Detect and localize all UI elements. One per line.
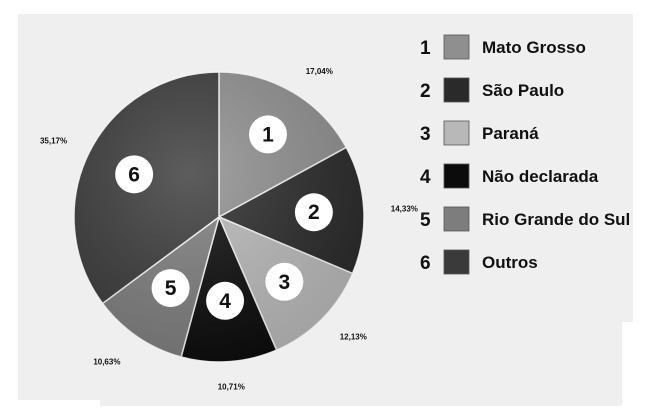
percentage-labels: 17,04% 14,33% 12,13% 10,71% 10,63% 35,17% [40,67,418,392]
percentage-label-4: 10,71% [218,383,245,392]
legend-label: Rio Grande do Sul [482,210,630,229]
legend-swatch [443,34,470,60]
legend-number: 6 [420,253,431,274]
frame-edge-bottom [0,406,647,414]
slice-number-text: 2 [308,201,320,224]
legend: 1 Mato Grosso 2 São Paulo 3 Paraná 4 Não declar… [420,34,630,275]
percentage-label-1: 17,04% [306,67,333,76]
legend-entry-6: 6 Outros [420,249,538,275]
legend-entry-1: 1 Mato Grosso [420,34,586,60]
legend-number: 3 [420,124,431,145]
legend-swatch [443,249,470,275]
percentage-label-2: 14,33% [391,204,418,213]
slice-number-text: 1 [262,123,274,146]
slice-number-6: 6 [115,155,154,194]
frame-edge-top [0,0,647,14]
slice-number-5: 5 [151,269,190,308]
legend-swatch [443,206,470,232]
slice-number-badge [294,193,333,232]
slice-number-badge [151,269,190,308]
legend-entry-5: 5 Rio Grande do Sul [420,206,630,232]
slice-number-badge [206,281,245,320]
slice-number-4: 4 [206,281,245,320]
legend-label: São Paulo [482,81,564,100]
legend-number: 1 [420,38,431,59]
frame-notch-bottom-right [622,322,647,414]
slice-number-1: 1 [248,115,287,154]
legend-number: 4 [420,167,431,188]
percentage-label-5: 10,63% [93,358,120,367]
frame-edge-right [633,0,647,414]
slice-number-text: 4 [219,290,231,313]
slice-number-labels: 1 2 3 4 5 6 [115,115,333,320]
slice-number-text: 5 [165,277,177,300]
slice-number-3: 3 [265,262,304,301]
legend-label: Não declarada [482,167,599,186]
legend-number: 5 [420,210,431,231]
legend-swatch [443,120,470,146]
percentage-label-3: 12,13% [340,333,367,342]
slice-number-badge [115,155,154,194]
percentage-label-6: 35,17% [40,137,67,146]
legend-label: Outros [482,253,538,272]
legend-label: Paraná [482,124,539,143]
legend-number: 2 [420,81,431,102]
legend-entry-3: 3 Paraná [420,120,539,146]
slice-number-text: 6 [128,163,140,186]
legend-entry-2: 2 São Paulo [420,77,564,103]
legend-swatch [443,77,470,103]
slice-number-text: 3 [278,271,290,294]
legend-entry-4: 4 Não declarada [420,163,599,189]
slice-number-badge [248,115,287,154]
slice-number-badge [265,262,304,301]
frame-notch-bottom-left [0,400,100,414]
slice-number-2: 2 [294,193,333,232]
frame-edge-left [0,0,18,414]
legend-swatch [443,163,470,189]
legend-label: Mato Grosso [482,38,586,57]
